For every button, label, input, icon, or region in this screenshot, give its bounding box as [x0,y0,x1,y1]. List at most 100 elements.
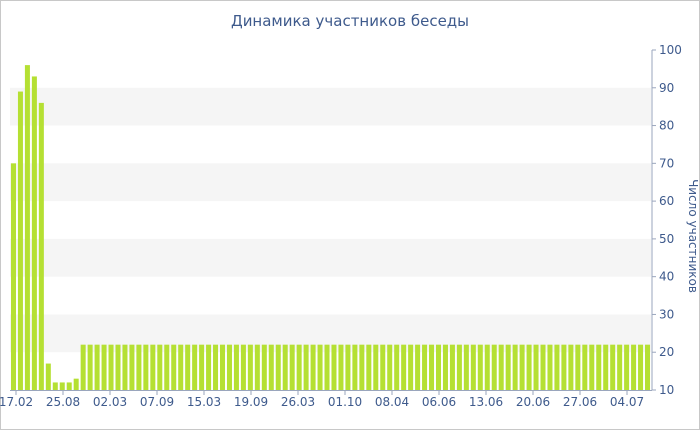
bar [185,344,191,390]
bar [226,344,232,390]
bar [38,102,44,390]
y-tick-label: 70 [659,156,674,170]
bar [52,382,58,390]
bar [638,344,644,390]
bar [582,344,588,390]
x-tick-label: 15.03 [187,395,221,409]
bar [303,344,309,390]
bar [199,344,205,390]
bar [213,344,219,390]
bar [31,76,37,390]
bar [435,344,442,390]
bar [115,344,121,390]
bar [150,344,156,390]
bar [387,344,393,390]
bar [491,344,497,390]
bar [373,344,379,390]
x-tick-label: 27.06 [563,395,597,409]
bar [568,344,574,390]
bar [456,344,462,390]
chart-title: Динамика участников беседы [230,12,470,30]
bar [17,91,23,391]
bar [317,344,323,390]
bar [561,344,567,390]
bar [415,344,421,390]
bar [171,344,177,390]
y-tick-label: 50 [659,232,674,246]
bar [268,344,274,390]
bars [10,65,651,391]
plot-band [10,87,651,126]
bar [526,344,532,390]
x-tick-label: 26.03 [281,395,315,409]
bar [422,344,428,390]
bar [449,344,455,390]
bar [401,344,407,390]
x-axis: 17.02 25.08 02.03 07.09 15.03 19.09 26.03 01.10… [0,390,652,409]
plot-band [10,238,651,277]
x-tick-label: 08.04 [375,395,409,409]
bar [192,344,198,390]
bar [240,344,246,390]
bar [206,344,212,390]
bar [45,363,51,390]
bar [80,344,86,390]
bar [429,344,435,390]
bar [380,344,386,390]
bar [24,65,30,390]
bar [10,163,16,390]
bar [394,344,400,390]
bar [631,344,637,390]
bar [540,344,546,390]
bar [442,344,448,390]
x-tick-label: 02.03 [93,395,127,409]
bar [596,344,602,390]
bar [143,344,149,390]
bar [101,344,107,390]
bar [289,344,295,390]
bar [87,344,93,390]
bar [233,344,239,390]
y-tick-label: 40 [659,270,674,284]
x-tick-label: 04.07 [610,395,644,409]
bar [261,344,267,390]
bar [310,344,316,390]
bar [345,344,351,390]
bar [512,344,518,390]
bar [470,344,476,390]
x-tick-label: 19.09 [234,395,268,409]
bar [94,344,100,390]
bar [575,344,581,390]
bar [136,344,142,390]
bar [533,344,539,390]
bar [603,344,609,390]
bar [282,344,288,390]
bar [554,344,560,390]
bar [164,344,170,390]
plot-bands [10,87,651,353]
bar [645,344,651,390]
y-tick-label: 80 [659,119,674,133]
bar [617,344,623,390]
bar [610,344,616,390]
y-tick-label: 90 [659,81,674,95]
bar [366,344,372,390]
bar [484,344,490,390]
bar [498,344,504,390]
bar [296,344,302,390]
y-tick-label: 100 [659,43,682,57]
x-tick-label: 07.09 [140,395,174,409]
y-tick-label: 10 [659,383,674,397]
bar [519,344,525,390]
bar [324,344,330,390]
bar [59,382,65,390]
plot-band [10,163,651,202]
bar [408,344,414,390]
x-tick-label: 17.02 [0,395,33,409]
bar [122,344,128,390]
y-tick-label: 30 [659,307,674,321]
bar [247,344,253,390]
bar [331,344,337,390]
bar [178,344,184,390]
x-tick-label: 06.06 [422,395,456,409]
